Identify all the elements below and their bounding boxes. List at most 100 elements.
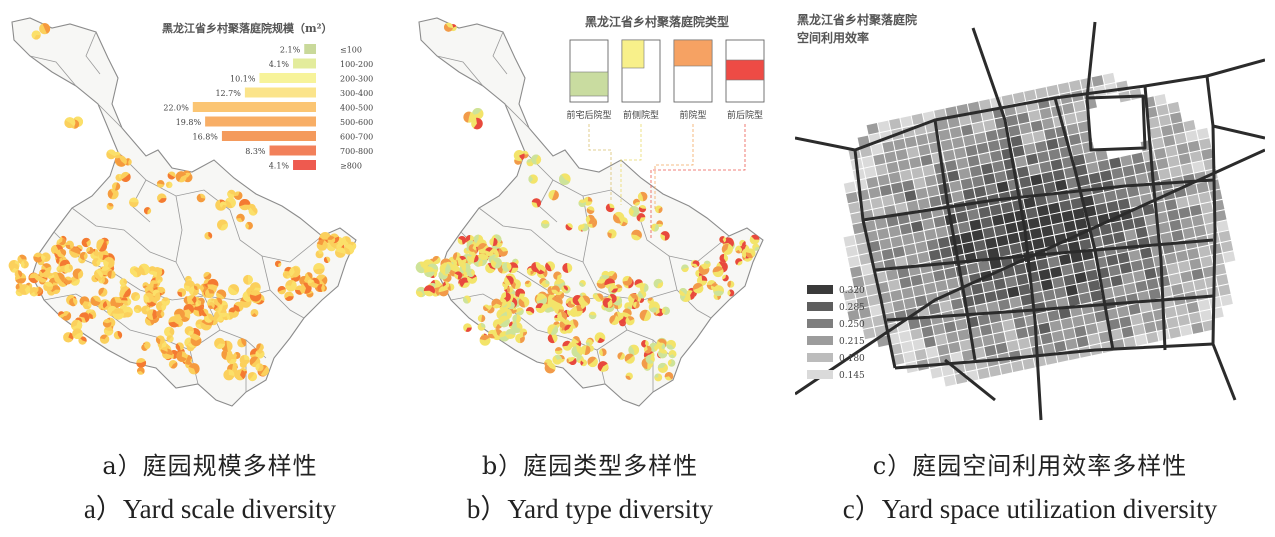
yard-parcel: [935, 226, 948, 238]
settlement-pie-marker: [562, 262, 573, 273]
settlement-pie-marker: [654, 373, 663, 382]
yard-parcel: [1220, 240, 1234, 253]
yard-parcel: [943, 321, 957, 333]
yard-parcel: [917, 251, 930, 264]
settlement-pie-marker: [190, 335, 202, 347]
yard-parcel: [1149, 127, 1162, 139]
settlement-pie-marker: [719, 253, 729, 263]
yard-parcel: [1039, 215, 1052, 227]
yard-parcel: [1043, 235, 1056, 248]
yard-parcel: [973, 239, 987, 252]
yard-type-diagram-fill: [621, 39, 645, 69]
yard-parcel: [1167, 209, 1180, 221]
yard-parcel: [1142, 150, 1156, 162]
yard-parcel: [901, 341, 914, 353]
yard-parcel: [1088, 172, 1102, 184]
yard-parcel: [1011, 360, 1024, 373]
yard-parcel: [1047, 256, 1061, 268]
yard-parcel: [1061, 210, 1074, 222]
settlement-pie-marker: [157, 193, 167, 203]
scale-legend-range: 700-800: [340, 147, 373, 156]
map-c-title-line1: 黑龙江省乡村聚落庭院: [797, 12, 917, 27]
settlement-pie-marker: [654, 205, 663, 214]
yard-parcel: [1066, 123, 1079, 135]
yard-parcel: [906, 254, 919, 266]
settlement-pie-marker: [72, 268, 84, 280]
yard-parcel: [1037, 151, 1050, 163]
yard-parcel: [1076, 336, 1089, 348]
yard-parcel: [872, 315, 885, 327]
settlement-pie-marker: [547, 324, 559, 336]
yard-parcel: [1072, 208, 1086, 220]
settlement-pie-marker: [64, 117, 76, 129]
settlement-pie-marker: [692, 282, 704, 294]
settlement-pie-marker: [233, 301, 244, 312]
settlement-pie-marker: [146, 309, 158, 320]
yard-parcel: [1028, 163, 1041, 176]
settlement-pie-marker: [96, 240, 108, 252]
yard-parcel: [1006, 114, 1019, 127]
yard-parcel: [1035, 140, 1048, 153]
yard-parcel: [871, 143, 884, 155]
settlement-pie-marker: [256, 343, 264, 352]
yard-parcel: [917, 198, 931, 210]
yard-parcel: [861, 156, 875, 168]
settlement-pie-marker: [245, 221, 253, 230]
yard-parcel: [1088, 279, 1101, 292]
yard-parcel: [900, 169, 913, 181]
settlement-pie-marker: [553, 271, 562, 281]
yard-parcel: [971, 175, 985, 188]
yard-parcel: [1144, 267, 1157, 280]
yard-type-label: 前侧院型: [623, 109, 659, 121]
yard-parcel: [967, 101, 981, 113]
yard-parcel: [1112, 285, 1126, 297]
yard-parcel: [969, 165, 982, 177]
yard-parcel: [949, 180, 962, 192]
yard-parcel: [1072, 261, 1085, 274]
settlement-pie-marker: [442, 281, 450, 289]
yard-parcel: [981, 163, 994, 175]
yard-parcel: [909, 156, 922, 169]
yard-parcel: [1193, 278, 1206, 291]
yard-parcel: [1069, 79, 1082, 92]
yard-parcel: [1054, 287, 1067, 299]
settlement-pie-marker: [463, 111, 475, 123]
yard-parcel: [1102, 72, 1116, 85]
settlement-pie-marker: [224, 197, 236, 209]
county-border: [436, 55, 484, 87]
yard-parcel: [1133, 270, 1146, 282]
settlement-pie-marker: [200, 308, 209, 317]
scale-legend-range: ≥800: [340, 162, 362, 171]
yard-parcel: [935, 333, 948, 346]
settlement-pie-marker: [580, 345, 591, 355]
yard-parcel: [1135, 280, 1148, 293]
yard-parcel: [1001, 94, 1014, 106]
yard-parcel: [1004, 276, 1018, 288]
yard-parcel: [933, 216, 946, 228]
yard-parcel: [956, 103, 969, 116]
yard-parcel: [1004, 329, 1017, 342]
yard-parcel: [910, 274, 923, 287]
yard-parcel: [1044, 353, 1058, 365]
yard-parcel: [1182, 227, 1196, 239]
yard-parcel: [866, 230, 879, 242]
settlement-pie-marker: [578, 199, 587, 207]
yard-parcel: [1015, 327, 1029, 339]
yard-parcel: [970, 111, 983, 124]
yard-parcel: [1166, 316, 1179, 329]
yard-parcel: [1065, 284, 1078, 297]
settlement-pie-marker: [155, 275, 163, 283]
yard-parcel: [1070, 251, 1083, 263]
scale-legend-bar: [269, 145, 316, 156]
settlement-pie-marker: [102, 319, 112, 328]
yard-parcel: [1110, 275, 1123, 287]
yard-parcel: [1012, 145, 1025, 158]
settlement-pie-marker: [653, 278, 664, 289]
settlement-pie-marker: [639, 283, 649, 293]
yard-parcel: [1072, 315, 1085, 327]
yard-parcel: [915, 241, 928, 253]
settlement-pie-marker: [204, 288, 215, 299]
yard-parcel: [1010, 135, 1023, 147]
settlement-pie-marker: [624, 353, 635, 364]
road: [886, 294, 1214, 322]
